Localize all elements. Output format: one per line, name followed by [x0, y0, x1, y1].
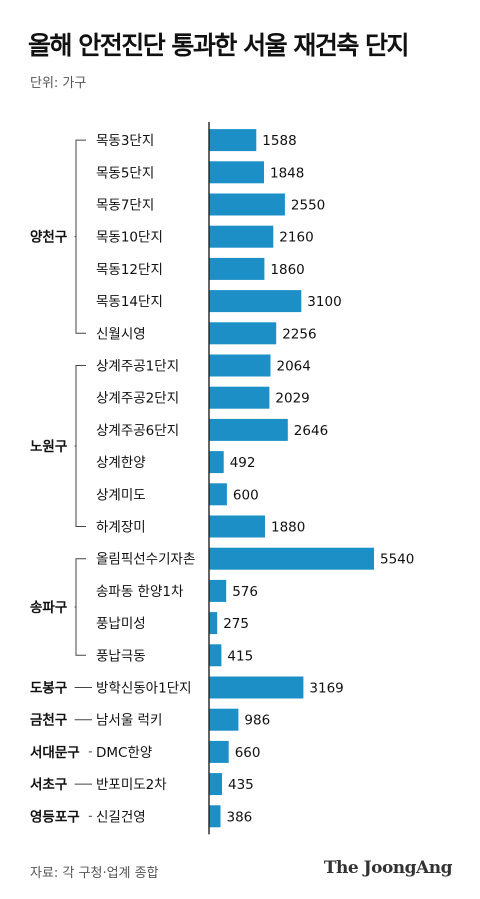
category-label: 상계한양 — [96, 455, 146, 471]
bar — [209, 805, 221, 828]
category-label: 목동12단지 — [96, 262, 163, 278]
bar — [209, 193, 285, 216]
bar — [209, 257, 265, 280]
category-label: 상계주공6단지 — [96, 423, 179, 439]
value-label: 415 — [227, 648, 253, 664]
publisher-logo: The JoongAng — [323, 858, 453, 878]
source-note: 자료: 각 구청·업계 종합 — [30, 866, 159, 881]
bar — [209, 483, 227, 506]
bar — [209, 322, 277, 345]
value-label: 5540 — [380, 552, 414, 568]
value-label: 2160 — [279, 230, 313, 246]
category-label: 상계주공2단지 — [96, 391, 179, 407]
group-bracket — [75, 139, 86, 334]
bar — [209, 676, 304, 699]
group-label: 서초구 — [30, 777, 67, 793]
group-label: 금천구 — [30, 713, 67, 729]
category-label: 목동14단지 — [96, 294, 163, 310]
category-label: 남서울 럭키 — [96, 713, 162, 729]
category-label: DMC한양 — [96, 745, 152, 761]
bar — [209, 644, 222, 667]
value-label: 1848 — [270, 165, 304, 181]
bar — [209, 547, 374, 570]
value-label: 1880 — [271, 520, 305, 536]
unit-label: 단위: 가구 — [30, 76, 87, 91]
bar — [209, 740, 229, 763]
group-label: 노원구 — [30, 439, 67, 455]
category-label: 신월시영 — [96, 326, 146, 342]
bar — [209, 290, 302, 313]
category-label: 목동7단지 — [96, 198, 154, 214]
bar — [209, 451, 224, 474]
bar — [209, 612, 218, 635]
value-label: 2256 — [282, 326, 316, 342]
chart-title: 올해 안전진단 통과한 서울 재건축 단지 — [28, 31, 410, 60]
category-label: 목동10단지 — [96, 230, 163, 246]
category-label: 하계장미 — [96, 520, 146, 536]
group-bracket — [75, 365, 86, 527]
value-label: 600 — [233, 487, 259, 503]
group-bracket — [75, 558, 86, 656]
bar — [209, 418, 288, 441]
group-label: 송파구 — [30, 600, 67, 616]
category-label: 상계미도 — [96, 487, 146, 503]
group-label: 양천구 — [30, 230, 67, 246]
bar — [209, 515, 265, 538]
category-label: 반포미도2차 — [96, 777, 167, 793]
bar — [209, 579, 227, 602]
value-label: 1588 — [262, 133, 296, 149]
value-label: 275 — [223, 616, 249, 632]
category-label: 방학신동아1단지 — [96, 681, 192, 697]
bar — [209, 225, 274, 248]
value-label: 2646 — [294, 423, 328, 439]
value-label: 492 — [230, 455, 256, 471]
value-label: 3169 — [309, 681, 343, 697]
bar — [209, 386, 270, 409]
group-label: 도봉구 — [30, 681, 67, 697]
value-label: 2550 — [291, 198, 325, 214]
group-label: 서대문구 — [30, 745, 80, 761]
value-label: 386 — [227, 809, 253, 825]
bar — [209, 708, 239, 731]
bar — [209, 129, 257, 152]
value-label: 986 — [244, 713, 270, 729]
category-label: 송파동 한양1차 — [96, 584, 184, 600]
bar — [209, 773, 222, 796]
bar — [209, 161, 264, 184]
category-label: 목동3단지 — [96, 133, 154, 149]
value-label: 435 — [228, 777, 254, 793]
category-label: 풍납미성 — [96, 616, 146, 632]
bar — [209, 354, 271, 377]
category-label: 풍납극동 — [96, 648, 146, 664]
value-label: 2064 — [277, 359, 311, 375]
value-label: 3100 — [307, 294, 341, 310]
value-label: 660 — [235, 745, 261, 761]
category-label: 목동5단지 — [96, 165, 154, 181]
category-label: 상계주공1단지 — [96, 359, 179, 375]
category-label: 신길건영 — [96, 809, 146, 825]
group-label: 영등포구 — [30, 808, 80, 825]
value-label: 576 — [232, 584, 258, 600]
value-label: 2029 — [275, 391, 309, 407]
category-label: 올림픽선수기자촌 — [96, 552, 195, 568]
value-label: 1860 — [270, 262, 304, 278]
